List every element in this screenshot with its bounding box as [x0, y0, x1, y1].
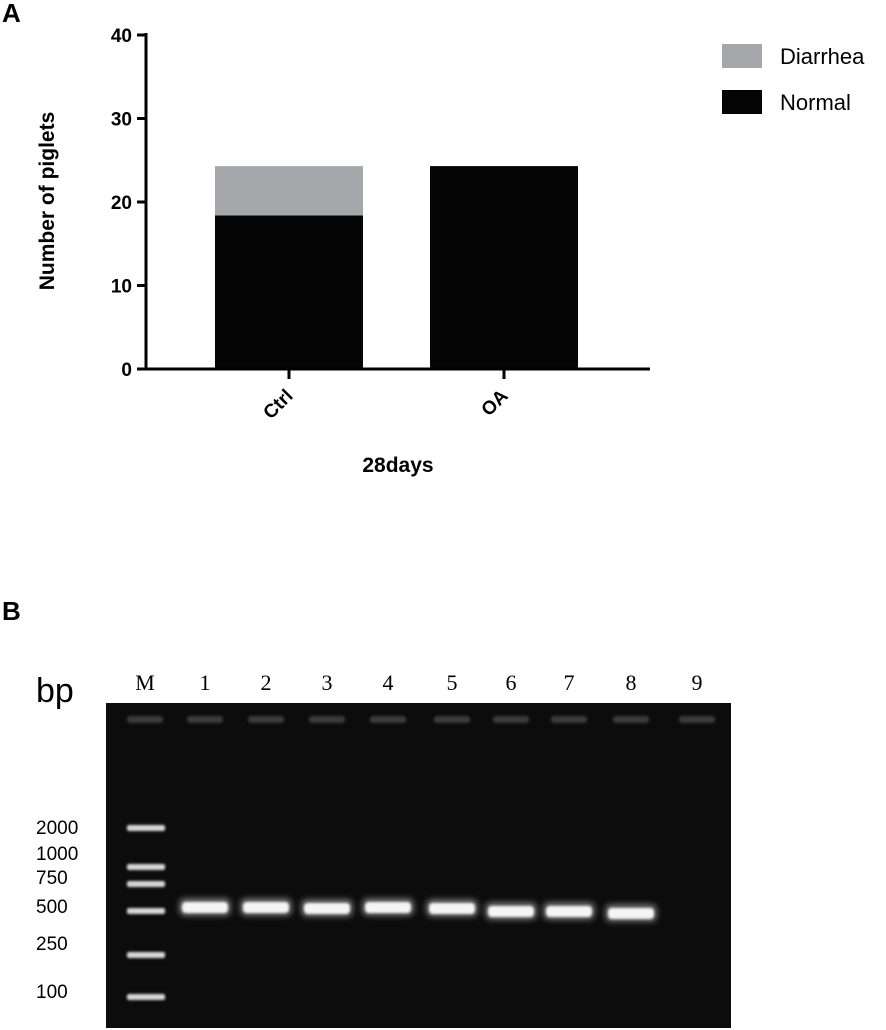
- legend-label-normal: Normal: [780, 90, 851, 115]
- ladder-band: [127, 825, 165, 831]
- gel-well: [127, 716, 163, 723]
- y-axis-title: Number of piglets: [36, 112, 59, 291]
- ladder-bands: [127, 825, 165, 1000]
- sample-band: [608, 908, 654, 919]
- lane-label-2: 2: [261, 670, 272, 695]
- gel-well: [248, 716, 284, 723]
- ladder-band: [127, 994, 165, 1000]
- panel-a-label: A: [2, 0, 21, 28]
- legend-label-diarrhea: Diarrhea: [780, 44, 865, 69]
- y-tick-label: 10: [111, 277, 132, 298]
- legend-swatch-normal: [722, 90, 762, 114]
- ladder-band: [127, 908, 165, 914]
- bar-oa-normal: [430, 166, 578, 369]
- lane-labels: M 1 2 3 4 5 6 7 8 9: [135, 670, 702, 695]
- lane-label-8: 8: [626, 670, 637, 695]
- lane-label-3: 3: [322, 670, 333, 695]
- x-tick-label-oa: OA: [478, 385, 513, 420]
- legend-swatch-diarrhea: [722, 44, 762, 68]
- panel-b-label: B: [2, 596, 21, 626]
- lane-label-5: 5: [447, 670, 458, 695]
- bars-layer: [215, 166, 578, 369]
- x-ticks: Ctrl OA: [260, 369, 513, 424]
- sample-band: [429, 903, 475, 914]
- ladder-band: [127, 864, 165, 870]
- x-axis-title: 28days: [362, 454, 433, 477]
- ladder-size-labels: 2000 1000 750 500 250 100: [36, 818, 78, 1003]
- ladder-size-500: 500: [36, 897, 68, 918]
- sample-band: [304, 903, 350, 914]
- stacked-bar-chart: 0 10 20 30 40 Ctrl OA Number of piglets 28day…: [36, 26, 865, 477]
- ladder-size-2000: 2000: [36, 818, 78, 839]
- bp-unit-label: bp: [36, 672, 74, 710]
- y-tick-label: 40: [111, 26, 132, 47]
- gel-electrophoresis-image: bp M 1 2 3 4 5 6 7 8 9 2000 1000 750 500 250 100: [36, 670, 731, 1028]
- lane-label-m: M: [135, 670, 155, 695]
- sample-band: [488, 906, 534, 917]
- bar-ctrl-diarrhea: [215, 166, 363, 216]
- y-tick-label: 0: [121, 360, 132, 381]
- gel-background: [106, 703, 731, 1028]
- ladder-size-250: 250: [36, 934, 68, 955]
- ladder-size-1000: 1000: [36, 844, 78, 865]
- y-tick-label: 20: [111, 193, 132, 214]
- sample-bands: [179, 898, 657, 922]
- ladder-band: [127, 952, 165, 958]
- gel-well: [613, 716, 649, 723]
- lane-label-4: 4: [383, 670, 394, 695]
- sample-band: [365, 902, 411, 913]
- gel-well: [679, 716, 715, 723]
- gel-well: [309, 716, 345, 723]
- ladder-size-100: 100: [36, 982, 68, 1003]
- legend: Diarrhea Normal: [722, 44, 865, 115]
- wells: [127, 716, 715, 723]
- gel-well: [370, 716, 406, 723]
- lane-label-6: 6: [506, 670, 517, 695]
- gel-well: [493, 716, 529, 723]
- gel-well: [551, 716, 587, 723]
- sample-band: [243, 902, 289, 913]
- bar-ctrl-normal: [215, 215, 363, 369]
- lane-label-9: 9: [692, 670, 703, 695]
- gel-well: [187, 716, 223, 723]
- lane-label-7: 7: [564, 670, 575, 695]
- y-ticks: 0 10 20 30 40: [111, 26, 146, 381]
- y-tick-label: 30: [111, 110, 132, 131]
- ladder-size-750: 750: [36, 868, 68, 889]
- x-tick-label-ctrl: Ctrl: [260, 386, 298, 424]
- gel-well: [434, 716, 470, 723]
- ladder-band: [127, 881, 165, 887]
- lane-label-1: 1: [200, 670, 211, 695]
- sample-band: [546, 906, 592, 917]
- sample-band: [182, 902, 228, 913]
